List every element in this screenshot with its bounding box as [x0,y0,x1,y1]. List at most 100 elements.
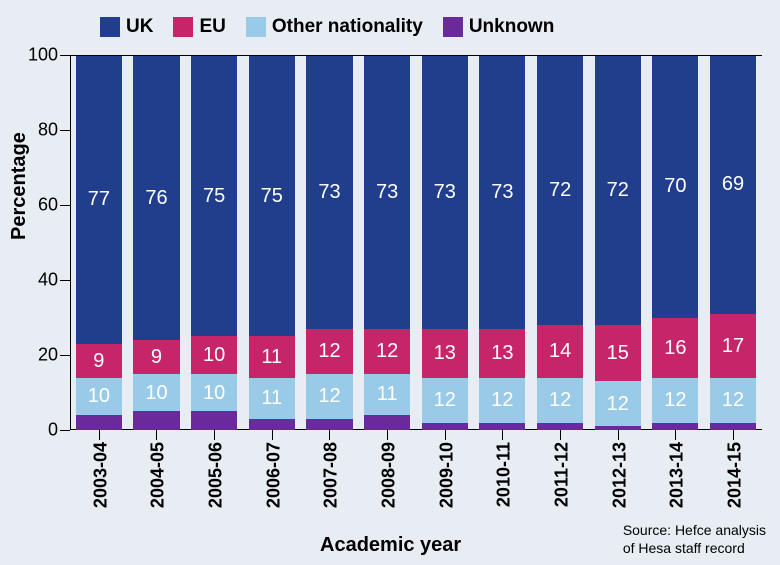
segment-eu: 9 [76,344,122,378]
x-tick [618,430,619,440]
segment-uk: 76 [133,55,179,340]
x-tick [156,430,157,440]
legend-item-uk: UK [100,16,153,38]
segment-other: 10 [76,378,122,416]
bar-2009-10: 1213732009-10 [422,55,468,430]
x-axis-label: Academic year [320,534,461,557]
x-tick-label: 2014-15 [721,442,746,508]
segment-other: 11 [249,378,295,419]
legend-label-eu: EU [199,16,225,38]
bar-2011-12: 1214722011-12 [537,55,583,430]
source-line-1: Source: Hefce analysis [623,522,766,538]
segment-uk: 75 [249,55,295,336]
gridline [70,55,762,56]
segment-unknown [652,423,698,431]
x-tick-label: 2012-13 [605,442,630,508]
bar-2010-11: 1213732010-11 [479,55,525,430]
segment-uk: 73 [479,55,525,329]
bar-2013-14: 1216702013-14 [652,55,698,430]
legend-swatch-unknown [443,17,463,37]
segment-other: 12 [422,378,468,423]
segment-eu: 16 [652,318,698,378]
segment-eu: 12 [306,329,352,374]
segment-eu: 12 [364,329,410,374]
segment-eu: 14 [537,325,583,378]
bars-container: 109772003-04109762004-051010752005-06111… [70,55,762,430]
legend-label-unknown: Unknown [469,16,555,38]
bar-2008-09: 1112732008-09 [364,55,410,430]
x-tick-label: 2009-10 [432,442,457,508]
x-tick [560,430,561,440]
segment-unknown [249,419,295,430]
plot-area: 109772003-04109762004-051010752005-06111… [70,55,762,430]
y-tick-label: 60 [38,195,70,216]
bar-2012-13: 1215722012-13 [595,55,641,430]
y-tick-label: 20 [38,345,70,366]
legend-item-eu: EU [173,16,225,38]
y-tick-label: 80 [38,120,70,141]
segment-uk: 70 [652,55,698,318]
segment-uk: 75 [191,55,237,336]
segment-uk: 73 [422,55,468,329]
segment-unknown [537,423,583,431]
segment-eu: 15 [595,325,641,381]
segment-eu: 13 [422,329,468,378]
x-tick-label: 2006-07 [259,442,284,508]
segment-eu: 9 [133,340,179,374]
segment-unknown [306,419,352,430]
y-axis-label: Percentage [8,132,31,240]
x-tick [329,430,330,440]
y-tick-label: 0 [48,420,70,441]
segment-uk: 73 [306,55,352,329]
bar-2014-15: 1217692014-15 [710,55,756,430]
x-tick [99,430,100,440]
segment-unknown [422,423,468,431]
x-tick-label: 2005-06 [202,442,227,508]
segment-unknown [76,415,122,430]
x-tick-label: 2008-09 [375,442,400,508]
segment-other: 12 [595,381,641,426]
segment-unknown [133,411,179,430]
segment-unknown [364,415,410,430]
bar-2003-04: 109772003-04 [76,55,122,430]
segment-other: 11 [364,374,410,415]
bar-2004-05: 109762004-05 [133,55,179,430]
segment-eu: 13 [479,329,525,378]
segment-other: 12 [537,378,583,423]
x-tick-label: 2011-12 [548,442,573,507]
segment-unknown [710,423,756,431]
x-tick [272,430,273,440]
segment-unknown [479,423,525,431]
segment-other: 12 [479,378,525,423]
source-credit: Source: Hefce analysis of Hesa staff rec… [623,522,766,557]
x-tick [502,430,503,440]
stacked-bar-chart: UK EU Other nationality Unknown 109772003-0… [0,0,780,565]
x-tick [445,430,446,440]
bar-2007-08: 1212732007-08 [306,55,352,430]
segment-eu: 17 [710,314,756,378]
x-tick-label: 2007-08 [317,442,342,508]
segment-eu: 11 [249,336,295,377]
bar-2006-07: 1111752006-07 [249,55,295,430]
x-tick [733,430,734,440]
x-tick-label: 2004-05 [144,442,169,508]
x-tick-label: 2013-14 [663,442,688,508]
y-tick-label: 100 [28,45,70,66]
bar-2005-06: 1010752005-06 [191,55,237,430]
segment-uk: 72 [595,55,641,325]
x-tick [675,430,676,440]
legend-label-other: Other nationality [272,16,423,38]
legend-item-unknown: Unknown [443,16,555,38]
segment-other: 10 [133,374,179,412]
legend: UK EU Other nationality Unknown [100,16,554,38]
segment-unknown [191,411,237,430]
legend-swatch-eu [173,17,193,37]
segment-uk: 69 [710,55,756,314]
segment-uk: 77 [76,55,122,344]
segment-other: 12 [710,378,756,423]
segment-uk: 72 [537,55,583,325]
segment-uk: 73 [364,55,410,329]
segment-other: 12 [306,374,352,419]
x-tick [387,430,388,440]
x-tick [214,430,215,440]
